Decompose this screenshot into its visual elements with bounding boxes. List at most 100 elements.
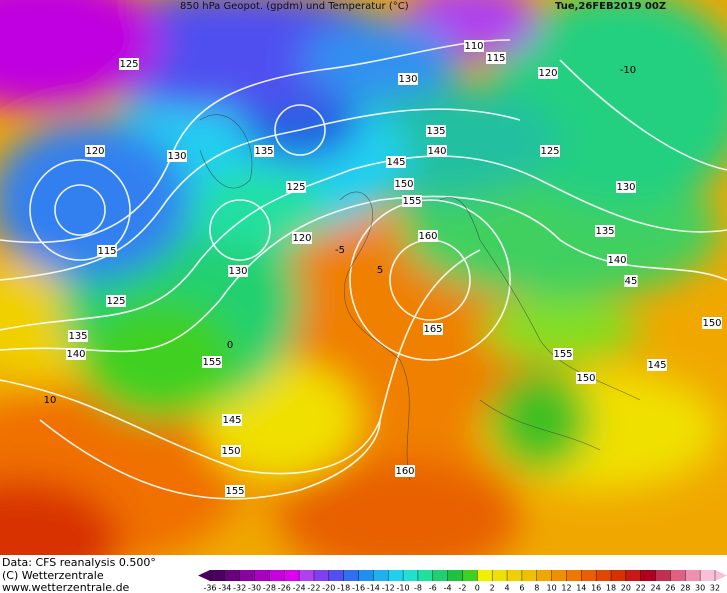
contour-label-bg: [394, 178, 414, 190]
colorbar-swatch: [328, 570, 344, 581]
footer-line: www.wetterzentrale.de: [2, 581, 130, 593]
contour-label-bg: [222, 414, 242, 426]
colorbar-arrow: [715, 570, 727, 581]
contour-label-bg: [418, 230, 438, 242]
colorbar-label: 8: [534, 584, 539, 593]
contour-label-bg: [66, 348, 86, 360]
contour-label: 120: [538, 68, 557, 79]
colorbar-swatch: [447, 570, 463, 581]
colorbar-label: 28: [680, 584, 690, 593]
contour-label: 155: [553, 349, 572, 360]
colorbar-swatch: [343, 570, 359, 581]
colorbar-swatch: [403, 570, 419, 581]
colorbar-label: 20: [621, 584, 631, 593]
colorbar-swatch: [284, 570, 300, 581]
contour-label: 145: [222, 415, 241, 426]
colorbar-swatch: [299, 570, 315, 581]
colorbar-label: -24: [293, 584, 306, 593]
colorbar-label: -36: [203, 584, 216, 593]
contour-label-bg: [292, 232, 312, 244]
footer-line: Data: CFS reanalysis 0.500°: [2, 556, 156, 569]
colorbar-arrow: [198, 570, 210, 581]
colorbar-swatch: [269, 570, 285, 581]
colorbar-swatch: [640, 570, 656, 581]
contour-label-bg: [486, 52, 506, 64]
colorbar-swatch: [611, 570, 627, 581]
contour-label: 160: [395, 466, 414, 477]
colorbar-label: 22: [636, 584, 646, 593]
contour-label: -10: [620, 65, 636, 76]
colorbar-label: 4: [505, 584, 510, 593]
colorbar-swatch: [670, 570, 686, 581]
contour-label: 130: [167, 151, 186, 162]
contour-label-bg: [426, 125, 446, 137]
colorbar-label: -30: [248, 584, 261, 593]
colorbar-label: 26: [665, 584, 675, 593]
colorbar-swatch: [432, 570, 448, 581]
contour-label-bg: [97, 245, 117, 257]
map-date: Tue,26FEB2019 00Z: [555, 1, 666, 12]
contour-label: 110: [464, 41, 483, 52]
contour-label-bg: [221, 445, 241, 457]
contour-label: 125: [106, 296, 125, 307]
contour-label: 160: [418, 231, 437, 242]
colorbar: -36 -34 -32 -30 -28 -26 -24 -22 -20 -18 -16 -14 -12-…: [198, 570, 727, 593]
contour-label-bg: [202, 356, 222, 368]
colorbar-swatch: [700, 570, 716, 581]
contour-label: 155: [225, 486, 244, 497]
contour-label: 120: [292, 233, 311, 244]
contour-label: 155: [402, 196, 421, 207]
colorbar-swatch: [224, 570, 241, 581]
contour-label: 5: [377, 265, 383, 276]
colorbar-swatch: [566, 570, 582, 581]
colorbar-label: 12: [561, 584, 571, 593]
colorbar-label: -6: [429, 584, 437, 593]
colorbar-swatch: [536, 570, 552, 581]
contour-label: 140: [607, 255, 626, 266]
colorbar-swatch: [254, 570, 270, 581]
colorbar-swatch: [581, 570, 597, 581]
contour-label-bg: [647, 359, 667, 371]
contour-label-bg: [68, 330, 88, 342]
colorbar-swatch: [655, 570, 671, 581]
contour-label-bg: [595, 225, 615, 237]
contour-label: 140: [66, 349, 85, 360]
colorbar-label: 10: [547, 584, 557, 593]
contour-label: -5: [335, 245, 345, 256]
colorbar-swatch: [388, 570, 404, 581]
colorbar-label: 32: [710, 584, 720, 593]
contour-label-bg: [395, 465, 415, 477]
contour-label: 120: [85, 146, 104, 157]
contour-label: 145: [647, 360, 666, 371]
contour-label: 140: [427, 146, 446, 157]
contour-label: 45: [625, 276, 638, 287]
contour-label-bg: [167, 150, 187, 162]
colorbar-label: -10: [397, 584, 410, 593]
contour-label: 130: [398, 74, 417, 85]
colorbar-swatch: [373, 570, 389, 581]
colorbar-swatch: [417, 570, 434, 581]
colorbar-swatch: [358, 570, 374, 581]
contour-label: 125: [119, 59, 138, 70]
contour-label: 0: [227, 340, 233, 351]
colorbar-swatch: [313, 570, 330, 581]
contour-label: 145: [386, 157, 405, 168]
colorbar-label: -26: [278, 584, 291, 593]
colorbar-swatch: [521, 570, 538, 581]
colorbar-label: -12: [382, 584, 395, 593]
contour-label: 125: [540, 146, 559, 157]
contour-label-bg: [398, 73, 418, 85]
contour-label: 115: [97, 246, 116, 257]
colorbar-label: 6: [519, 584, 524, 593]
colorbar-label: 14: [576, 584, 586, 593]
colorbar-swatch: [551, 570, 567, 581]
contour-label: 130: [228, 266, 247, 277]
contour-label: 130: [616, 182, 635, 193]
contour-label: 150: [394, 179, 413, 190]
colorbar-swatch: [239, 570, 255, 581]
contour-label-bg: [538, 67, 558, 79]
contour-label: 165: [423, 324, 442, 335]
contour-label: 135: [426, 126, 445, 137]
